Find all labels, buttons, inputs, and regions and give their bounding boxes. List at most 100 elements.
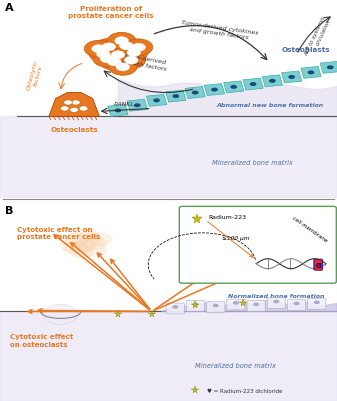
FancyBboxPatch shape (186, 301, 205, 312)
Text: cell membrane: cell membrane (292, 215, 329, 243)
Circle shape (231, 86, 237, 90)
Text: ♥ = Radium-223 dichloride: ♥ = Radium-223 dichloride (207, 388, 283, 393)
Circle shape (132, 44, 145, 52)
Text: Mineralized bone matrix: Mineralized bone matrix (195, 362, 276, 368)
Text: Osteoblasts: Osteoblasts (282, 47, 330, 53)
Circle shape (250, 83, 256, 87)
FancyBboxPatch shape (227, 300, 245, 310)
Circle shape (95, 39, 123, 56)
FancyBboxPatch shape (179, 207, 336, 284)
Circle shape (327, 66, 334, 70)
Text: Cytotoxic effect
on osteoclasts: Cytotoxic effect on osteoclasts (10, 334, 73, 347)
Circle shape (213, 304, 219, 308)
Text: Abnormal new bone formation: Abnormal new bone formation (216, 103, 323, 108)
Circle shape (79, 107, 88, 112)
Circle shape (314, 301, 320, 304)
Polygon shape (224, 82, 244, 93)
Circle shape (120, 43, 133, 51)
Circle shape (64, 101, 72, 106)
Circle shape (102, 44, 116, 52)
Circle shape (172, 305, 178, 309)
Circle shape (124, 40, 153, 57)
Text: Radium-223: Radium-223 (208, 215, 246, 220)
Circle shape (97, 51, 110, 59)
Circle shape (115, 109, 121, 113)
Circle shape (109, 59, 137, 76)
Text: Bone-derived
growth factors: Bone-derived growth factors (121, 53, 168, 71)
Circle shape (100, 56, 114, 64)
Polygon shape (185, 87, 205, 99)
Text: Mineralized bone matrix: Mineralized bone matrix (212, 160, 293, 166)
Circle shape (75, 228, 98, 241)
Circle shape (253, 303, 259, 306)
Circle shape (64, 242, 87, 256)
FancyBboxPatch shape (166, 303, 184, 314)
Circle shape (115, 38, 128, 46)
Text: A: A (5, 3, 14, 13)
Text: RANKL: RANKL (114, 102, 135, 107)
Text: Normalized bone formation: Normalized bone formation (228, 293, 325, 298)
Circle shape (60, 107, 69, 112)
Circle shape (84, 237, 107, 251)
Polygon shape (320, 62, 337, 74)
Circle shape (93, 51, 121, 68)
Circle shape (108, 59, 121, 67)
Text: ALP to systemic
circulation: ALP to systemic circulation (304, 16, 332, 60)
Circle shape (111, 52, 125, 60)
Text: Proliferation of
prostate cancer cells: Proliferation of prostate cancer cells (68, 6, 154, 19)
Circle shape (71, 101, 80, 106)
Text: Tumor-derived cytokines
and growth factors: Tumor-derived cytokines and growth facto… (180, 20, 258, 41)
Polygon shape (0, 312, 337, 401)
Circle shape (60, 239, 84, 253)
Polygon shape (262, 76, 282, 87)
Circle shape (84, 244, 107, 257)
Circle shape (273, 300, 279, 304)
Polygon shape (0, 117, 337, 198)
Circle shape (89, 47, 118, 63)
Text: α: α (315, 261, 321, 269)
Text: Cytotoxic effect on
prostate cancer cells: Cytotoxic effect on prostate cancer cell… (17, 226, 100, 240)
Circle shape (124, 57, 138, 65)
Circle shape (116, 64, 130, 72)
Circle shape (72, 239, 96, 253)
Circle shape (89, 233, 113, 247)
Circle shape (70, 245, 94, 259)
Circle shape (78, 232, 101, 246)
Circle shape (92, 46, 105, 54)
Circle shape (112, 38, 141, 55)
Polygon shape (204, 84, 224, 96)
Circle shape (65, 233, 88, 247)
Circle shape (308, 71, 314, 75)
Polygon shape (243, 79, 263, 91)
Circle shape (134, 104, 141, 108)
Circle shape (269, 80, 276, 84)
Polygon shape (301, 67, 321, 79)
Polygon shape (281, 72, 302, 84)
Circle shape (233, 302, 239, 305)
Text: B: B (5, 205, 13, 215)
FancyBboxPatch shape (267, 298, 285, 309)
Circle shape (104, 47, 132, 64)
Circle shape (294, 302, 300, 306)
Polygon shape (162, 300, 337, 312)
Circle shape (173, 95, 179, 99)
Text: ≤100 μm: ≤100 μm (222, 235, 250, 240)
FancyBboxPatch shape (287, 300, 306, 311)
Circle shape (44, 305, 78, 324)
Text: Osteolytic
factors: Osteolytic factors (26, 59, 45, 92)
Circle shape (153, 99, 160, 103)
Text: Osteoclasts: Osteoclasts (50, 127, 98, 133)
Circle shape (192, 91, 198, 95)
Circle shape (192, 303, 198, 306)
FancyBboxPatch shape (308, 299, 326, 310)
Circle shape (288, 76, 295, 80)
Text: Cytotoxic effect
on osteoblasts: Cytotoxic effect on osteoblasts (229, 250, 293, 263)
Polygon shape (49, 93, 99, 117)
Polygon shape (108, 105, 128, 117)
FancyBboxPatch shape (207, 302, 225, 313)
FancyBboxPatch shape (247, 301, 265, 312)
Circle shape (127, 49, 141, 57)
Circle shape (117, 53, 146, 69)
Circle shape (70, 108, 79, 113)
Circle shape (108, 33, 136, 50)
